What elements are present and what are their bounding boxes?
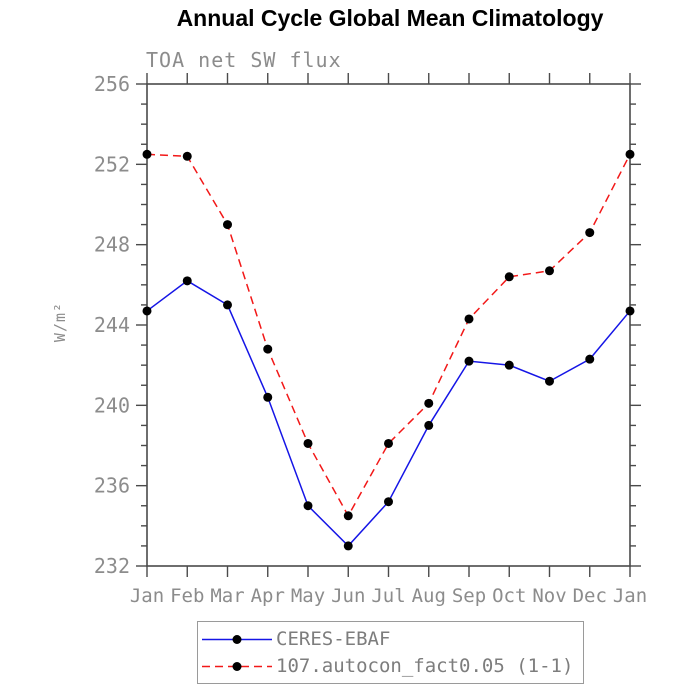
y-tick-label: 244 [94, 313, 130, 337]
legend-label: 107.autocon_fact0.05 (1-1) [276, 655, 574, 677]
x-tick-label: Oct [492, 585, 526, 607]
y-tick-label: 232 [94, 554, 130, 578]
data-point-marker [343, 541, 353, 551]
data-point-marker [182, 276, 192, 286]
data-point-marker [303, 438, 313, 448]
legend: CERES-EBAF 107.autocon_fact0.05 (1-1) [197, 621, 584, 684]
data-point-marker [263, 344, 273, 354]
x-tick-label: Jun [331, 585, 365, 607]
y-tick-label: 248 [94, 233, 130, 257]
x-tick-label: Aug [412, 585, 446, 607]
data-point-marker [343, 511, 353, 521]
plot-frame [146, 83, 631, 567]
y-tick-label: 240 [94, 393, 130, 417]
x-tick-label: Jul [371, 585, 405, 607]
chart-subtitle: TOA net SW flux [146, 48, 342, 72]
data-point-marker [545, 376, 554, 386]
data-point-marker [545, 266, 554, 276]
x-tick-label: Jan [130, 585, 164, 607]
series-line-1 [146, 153, 631, 518]
data-point-marker [384, 438, 393, 448]
x-tick-label: Dec [573, 585, 607, 607]
x-tick-label: May [291, 585, 325, 607]
data-point-marker [424, 398, 434, 408]
x-tick-label: Sep [452, 585, 486, 607]
data-point-marker [585, 228, 595, 238]
data-point-marker [464, 356, 474, 366]
data-point-marker [625, 149, 635, 159]
y-tick-label: 236 [94, 474, 130, 498]
data-point-marker [303, 501, 313, 511]
y-tick-label: 252 [94, 152, 130, 176]
legend-entry-ceres: CERES-EBAF [198, 626, 583, 653]
data-point-marker [424, 420, 434, 430]
legend-label: CERES-EBAF [276, 628, 391, 650]
data-point-marker [142, 306, 152, 316]
data-point-marker [625, 306, 635, 316]
y-tick-label: 256 [94, 72, 130, 96]
chart-title: Annual Cycle Global Mean Climatology [176, 5, 604, 31]
data-point-marker [504, 272, 514, 282]
data-point-marker [384, 497, 393, 507]
data-point-marker [223, 220, 232, 230]
x-tick-label: Feb [170, 585, 204, 607]
data-point-marker [182, 151, 192, 161]
x-tick-label: Nov [532, 585, 566, 607]
data-point-marker [142, 149, 152, 159]
x-tick-label: Mar [210, 585, 244, 607]
data-point-marker [263, 392, 273, 402]
legend-sample-line-dashed [202, 661, 272, 671]
legend-sample-marker [232, 661, 242, 671]
legend-sample-line-solid [202, 634, 272, 644]
data-point-marker [223, 300, 232, 310]
data-point-marker [585, 354, 595, 364]
legend-entry-autocon: 107.autocon_fact0.05 (1-1) [198, 653, 583, 680]
x-tick-label: Jan [613, 585, 647, 607]
legend-sample-marker [232, 634, 242, 644]
data-point-marker [504, 360, 514, 370]
x-tick-label: Apr [251, 585, 285, 607]
data-point-marker [464, 314, 474, 324]
